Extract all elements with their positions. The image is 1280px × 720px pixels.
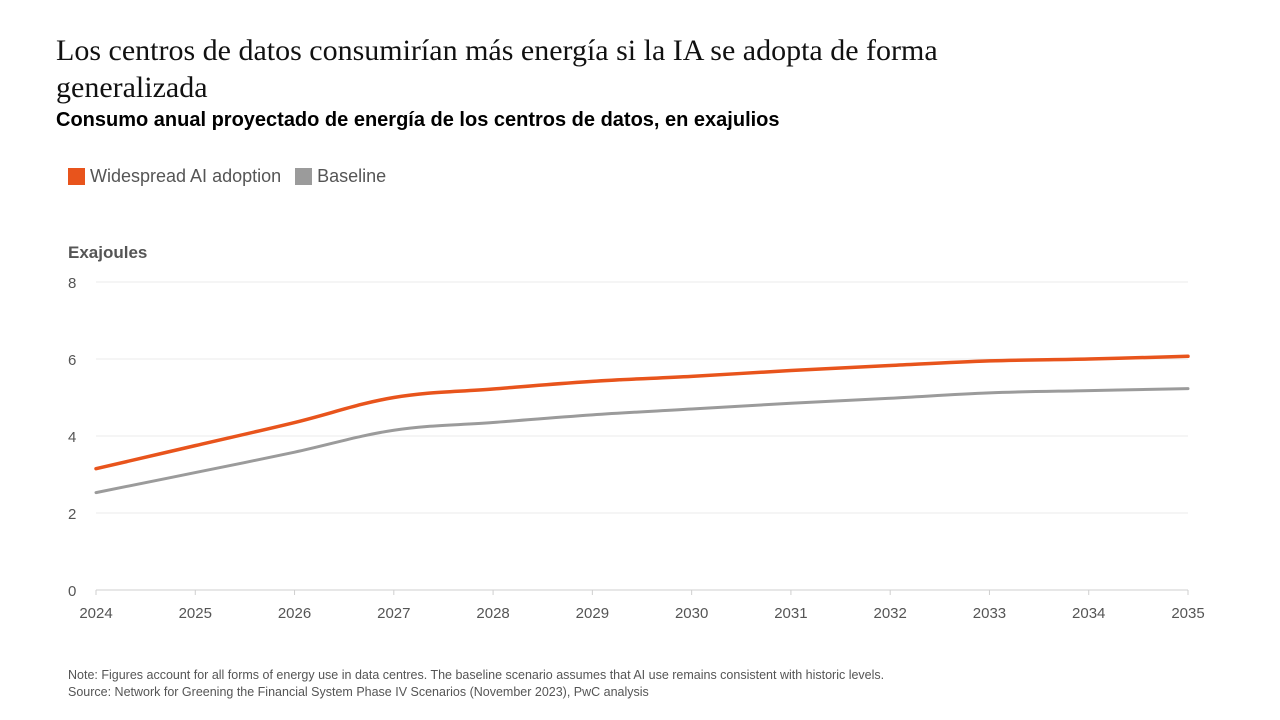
note-text: Note: Figures account for all forms of e… [68, 668, 885, 682]
legend-item-baseline: Baseline [295, 166, 386, 187]
x-tick-label: 2026 [278, 605, 311, 622]
source-text: Source: Network for Greening the Financi… [68, 685, 649, 699]
x-tick-label: 2032 [873, 605, 906, 622]
legend-label-baseline: Baseline [317, 166, 387, 186]
legend: Widespread AI adoption Baseline [68, 166, 386, 187]
x-tick-label: 2025 [179, 605, 212, 622]
x-tick-label: 2029 [576, 605, 609, 622]
x-tick-label: 2024 [79, 605, 112, 622]
x-tick-label: 2034 [1072, 605, 1105, 622]
legend-label-widespread: Widespread AI adoption [90, 166, 282, 186]
x-tick-label: 2027 [377, 605, 410, 622]
y-axis-label: Exajoules [68, 243, 148, 262]
x-tick-label: 2030 [675, 605, 708, 622]
legend-swatch-widespread [68, 168, 85, 185]
series-lines [94, 354, 1190, 495]
x-tick-label: 2033 [973, 605, 1006, 622]
y-tick-label: 0 [68, 583, 76, 600]
gridlines [96, 281, 1188, 591]
y-tick-label: 6 [68, 352, 76, 369]
series-line-widespread [94, 354, 1190, 471]
chart-title: Los centros de datos consumirían más ene… [56, 34, 938, 104]
series-line-baseline [94, 387, 1190, 495]
chart-subtitle: Consumo anual proyectado de energía de l… [56, 109, 780, 131]
y-tick-label: 4 [68, 429, 76, 446]
x-axis-ticks: 2024 2025 2026 2027 2028 2029 2030 2031 2032 2033… [79, 590, 1205, 622]
legend-item-widespread: Widespread AI adoption [68, 166, 281, 187]
y-axis-ticks: 0 2 4 6 8 [68, 275, 76, 600]
footnote: Note: Figures account for all forms of e… [68, 667, 884, 701]
x-tick-label: 2028 [476, 605, 509, 622]
x-tick-label: 2031 [774, 605, 807, 622]
legend-swatch-baseline [295, 168, 313, 185]
y-tick-label: 8 [68, 275, 76, 292]
x-tick-label: 2035 [1171, 605, 1204, 622]
y-tick-label: 2 [68, 506, 76, 523]
